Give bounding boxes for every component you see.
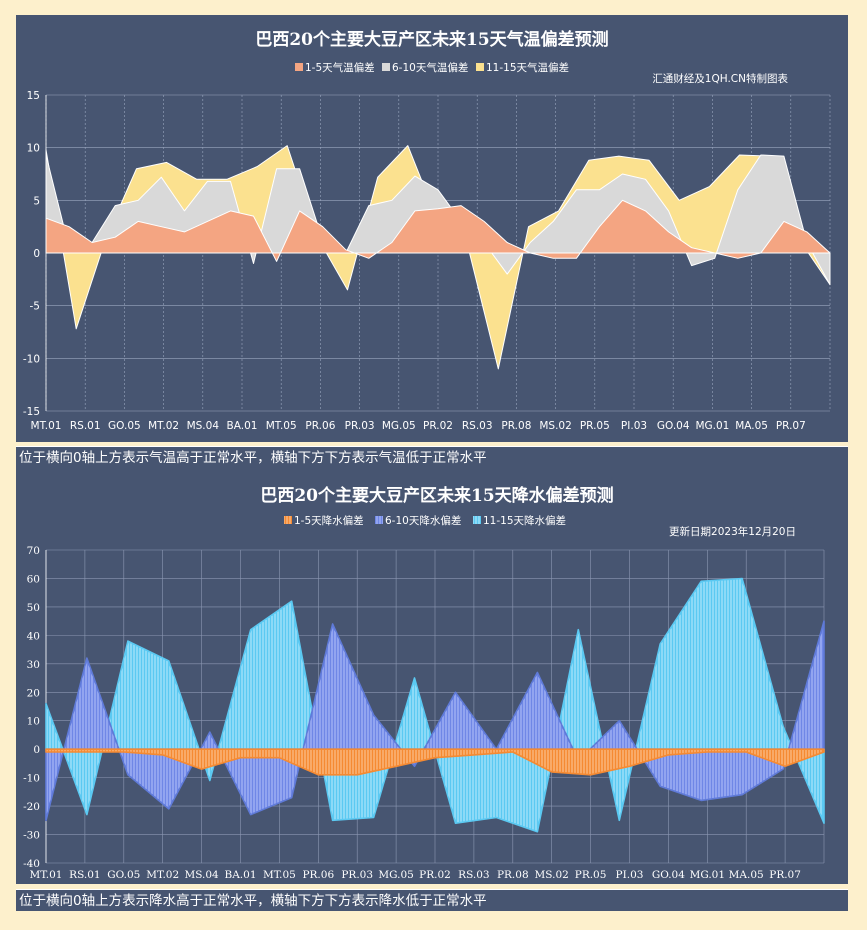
x-tick-label: PR.02 xyxy=(423,420,453,432)
x-tick-label: GO.04 xyxy=(652,869,685,881)
series-area-1 xyxy=(45,748,825,776)
x-tick-label: PR.06 xyxy=(305,420,335,432)
source-note: 汇通财经及1QH.CN特制图表 xyxy=(652,72,788,85)
x-tick-label: RS.03 xyxy=(458,869,489,881)
legend-label-3: 11-15天降水偏差 xyxy=(483,514,566,527)
legend: 1-5天降水偏差 6-10天降水偏差 11-15天降水偏差 xyxy=(284,514,566,527)
legend-swatch-2 xyxy=(382,63,390,71)
x-tick-label: GO.05 xyxy=(108,420,141,432)
x-tick-label: PR.07 xyxy=(776,420,806,432)
x-tick-label: MT.02 xyxy=(146,869,179,881)
legend-swatch-1 xyxy=(284,516,292,524)
x-tick-label: MA.05 xyxy=(735,420,768,432)
series-area-2 xyxy=(45,620,825,822)
series-area-3 xyxy=(45,577,825,833)
chart-title: 巴西20个主要大豆产区未来15天气温偏差预测 xyxy=(255,29,608,50)
chart-title: 巴西20个主要大豆产区未来15天降水偏差预测 xyxy=(260,485,613,506)
legend-label-2: 6-10天气温偏差 xyxy=(392,61,468,74)
y-tick-label: 30 xyxy=(27,659,40,671)
y-tick-label: 0 xyxy=(33,744,40,756)
x-tick-label: PR.08 xyxy=(497,869,529,881)
x-tick-label: PR.08 xyxy=(501,420,531,432)
x-tick-label: MT.05 xyxy=(263,869,296,881)
x-tick-label: BA.01 xyxy=(227,420,258,432)
x-tick-label: MA.05 xyxy=(729,869,764,881)
x-tick-label: MS.02 xyxy=(539,420,571,432)
x-tick-label: MG.05 xyxy=(382,420,416,432)
y-tick-label: 50 xyxy=(27,602,40,614)
y-tick-label: 5 xyxy=(33,195,40,207)
x-tick-label: MG.05 xyxy=(378,869,413,881)
y-tick-label: 70 xyxy=(27,545,40,557)
y-tick-label: 60 xyxy=(27,573,40,585)
x-tick-label: RS.03 xyxy=(462,420,493,432)
x-tick-label: BA.01 xyxy=(225,869,257,881)
x-tick-label: PI.03 xyxy=(621,420,647,432)
legend-label-2: 6-10天降水偏差 xyxy=(385,514,461,527)
legend-swatch-2 xyxy=(375,516,383,524)
y-tick-label: -30 xyxy=(23,830,40,842)
x-tick-label: MS.02 xyxy=(535,869,569,881)
x-tick-label: GO.05 xyxy=(107,869,140,881)
precipitation-chart-panel: 巴西20个主要大豆产区未来15天降水偏差预测 1-5天降水偏差 6-10天降水偏… xyxy=(16,468,848,884)
x-tick-label: PR.05 xyxy=(580,420,610,432)
y-tick-label: -20 xyxy=(23,801,40,813)
y-tick-label: -10 xyxy=(23,353,40,365)
x-tick-label: PR.06 xyxy=(302,869,334,881)
x-tick-label: RS.01 xyxy=(70,420,101,432)
y-tick-label: -15 xyxy=(23,406,40,418)
legend-label-1: 1-5天降水偏差 xyxy=(294,514,364,527)
y-tick-label: 40 xyxy=(27,630,40,642)
x-tick-label: PR.03 xyxy=(341,869,373,881)
x-tick-label: MT.01 xyxy=(31,420,62,432)
legend-swatch-1 xyxy=(295,63,303,71)
y-tick-label: 10 xyxy=(27,143,40,155)
x-tick-label: PI.03 xyxy=(616,869,644,881)
update-date: 更新日期2023年12月20日 xyxy=(669,525,796,538)
x-tick-label: MG.01 xyxy=(695,420,729,432)
y-tick-label: -40 xyxy=(23,858,40,870)
x-tick-label: PR.07 xyxy=(769,869,801,881)
legend-label-3: 11-15天气温偏差 xyxy=(486,61,569,74)
plot-area: -40 -30 -20 -10 0 10 20 30 40 50 60 70 MT.01 RS.01 GO.… xyxy=(23,545,825,881)
y-tick-label: -5 xyxy=(30,301,40,313)
temperature-chart: 巴西20个主要大豆产区未来15天气温偏差预测 1-5天气温偏差 6-10天气温偏… xyxy=(23,29,831,432)
legend: 1-5天气温偏差 6-10天气温偏差 11-15天气温偏差 xyxy=(295,61,569,74)
legend-label-1: 1-5天气温偏差 xyxy=(305,61,375,74)
x-tick-label: PR.05 xyxy=(575,869,607,881)
x-tick-label: MT.05 xyxy=(266,420,297,432)
plot-area: -15 -10 -5 0 5 10 15 MT.01 RS.01 GO.05 MT.02 MS.04 B… xyxy=(23,90,831,432)
x-tick-label: MS.04 xyxy=(187,420,220,432)
y-tick-label: 15 xyxy=(27,90,40,102)
x-tick-label: MT.01 xyxy=(30,869,63,881)
y-tick-label: 0 xyxy=(33,248,40,260)
x-tick-label: PR.03 xyxy=(345,420,375,432)
y-tick-label: 20 xyxy=(27,687,40,699)
x-tick-label: PR.02 xyxy=(419,869,451,881)
y-tick-label: 10 xyxy=(27,716,40,728)
x-tick-label: MS.04 xyxy=(184,869,219,881)
precipitation-chart: 巴西20个主要大豆产区未来15天降水偏差预测 1-5天降水偏差 6-10天降水偏… xyxy=(23,485,825,881)
x-tick-label: MG.01 xyxy=(690,869,725,881)
y-tick-label: -10 xyxy=(23,773,40,785)
x-tick-label: MT.02 xyxy=(148,420,179,432)
temperature-chart-panel: 巴西20个主要大豆产区未来15天气温偏差预测 1-5天气温偏差 6-10天气温偏… xyxy=(16,15,848,442)
series-area-1 xyxy=(45,199,831,262)
precipitation-caption: 位于横向0轴上方表示降水高于正常水平，横轴下方下方表示降水低于正常水平 xyxy=(16,889,848,911)
x-tick-label: GO.04 xyxy=(657,420,690,432)
temperature-caption: 位于横向0轴上方表示气温高于正常水平，横轴下方下方表示气温低于正常水平 xyxy=(16,446,848,468)
x-tick-label: RS.01 xyxy=(69,869,100,881)
legend-swatch-3 xyxy=(473,516,481,524)
legend-swatch-3 xyxy=(476,63,484,71)
